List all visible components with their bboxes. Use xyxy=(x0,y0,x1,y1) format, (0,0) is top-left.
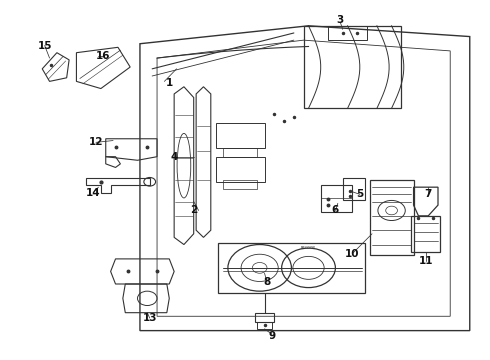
Bar xyxy=(257,321,272,329)
Text: 11: 11 xyxy=(418,256,433,266)
Text: 2: 2 xyxy=(190,206,197,216)
Text: 10: 10 xyxy=(345,248,360,258)
Bar xyxy=(223,148,257,157)
Bar xyxy=(223,180,257,189)
Bar xyxy=(255,313,274,321)
Text: 7: 7 xyxy=(424,189,432,199)
Text: 6: 6 xyxy=(332,206,339,216)
Text: 13: 13 xyxy=(143,313,157,323)
Text: 1: 1 xyxy=(166,78,173,88)
Text: 12: 12 xyxy=(89,138,103,147)
Text: REGDOR: REGDOR xyxy=(301,246,316,250)
Text: 9: 9 xyxy=(269,331,275,341)
Text: 5: 5 xyxy=(356,189,364,199)
Bar xyxy=(343,178,365,200)
Text: 8: 8 xyxy=(263,277,270,287)
Bar xyxy=(216,157,265,182)
Text: 15: 15 xyxy=(37,41,52,50)
Text: 3: 3 xyxy=(337,15,344,26)
Text: 16: 16 xyxy=(96,51,111,61)
Bar xyxy=(321,185,352,212)
Text: 14: 14 xyxy=(86,188,101,198)
Bar xyxy=(216,123,265,148)
Text: 4: 4 xyxy=(171,152,178,162)
Bar xyxy=(328,26,367,40)
